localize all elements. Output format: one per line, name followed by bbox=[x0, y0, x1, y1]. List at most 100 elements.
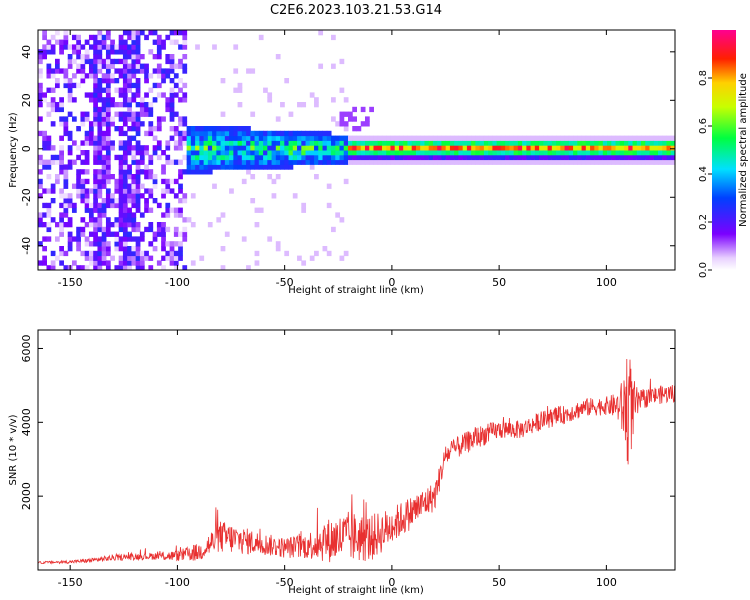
spectrogram-cell bbox=[131, 116, 137, 122]
spectrogram-cell bbox=[483, 150, 489, 156]
spectrogram-cell bbox=[122, 255, 128, 261]
spectrogram-cell bbox=[135, 255, 141, 261]
spectrogram-cell bbox=[280, 150, 285, 156]
spectrogram-cell bbox=[352, 154, 357, 161]
spectrogram-xtick-label: -150 bbox=[58, 276, 83, 289]
spectrogram-cell bbox=[590, 150, 595, 156]
spectrogram-cell bbox=[131, 174, 137, 180]
spectrogram-cell bbox=[275, 135, 281, 141]
spectrogram-cell bbox=[649, 145, 655, 151]
spectrogram-cell bbox=[335, 140, 341, 146]
spectrogram-cell bbox=[127, 111, 132, 117]
spectrogram-cell bbox=[97, 246, 103, 252]
spectrogram-cell bbox=[488, 145, 493, 151]
spectrogram-cell bbox=[352, 116, 357, 122]
spectrogram-cell bbox=[339, 116, 345, 122]
spectrogram-cell bbox=[343, 111, 349, 117]
spectrogram-cell bbox=[437, 159, 442, 165]
spectrogram-cell bbox=[318, 159, 324, 165]
spectrogram-cell bbox=[224, 154, 230, 161]
spectrogram-cell bbox=[611, 150, 617, 156]
spectrogram-cells bbox=[38, 30, 675, 270]
spectrogram-cell bbox=[534, 150, 540, 156]
spectrogram-cell bbox=[182, 116, 188, 122]
spectrogram-cell bbox=[42, 212, 47, 218]
spectrogram-cell bbox=[118, 130, 124, 137]
spectrogram-cell bbox=[59, 202, 64, 209]
spectrogram-cell bbox=[275, 164, 281, 170]
spectrogram-cell bbox=[114, 183, 120, 189]
spectrogram-cell bbox=[479, 140, 485, 146]
spectrogram-cell bbox=[122, 145, 128, 151]
spectrogram-cell bbox=[67, 97, 73, 103]
spectrogram-cell bbox=[407, 154, 413, 161]
spectrogram-cell bbox=[246, 126, 251, 132]
spectrogram-cell bbox=[54, 30, 60, 36]
spectrogram-cell bbox=[488, 150, 493, 156]
spectrogram-cell bbox=[377, 154, 383, 161]
spectrogram-cell bbox=[63, 198, 69, 204]
spectrogram-cell bbox=[492, 145, 498, 151]
spectrogram-cell bbox=[297, 140, 302, 146]
spectrogram-cell bbox=[84, 178, 90, 185]
spectrogram-cell bbox=[46, 102, 52, 108]
spectrogram-cell bbox=[445, 159, 451, 165]
spectrogram-cell bbox=[144, 145, 149, 151]
spectrogram-cell bbox=[59, 260, 64, 266]
spectrogram-cell bbox=[360, 145, 366, 151]
spectrogram-cell bbox=[93, 241, 98, 247]
spectrogram-cell bbox=[135, 63, 141, 69]
spectrogram-cell bbox=[471, 154, 476, 161]
spectrogram-cell bbox=[483, 135, 489, 141]
spectrogram-cell bbox=[551, 154, 557, 161]
spectrogram-cell bbox=[568, 154, 574, 161]
spectrogram-cell bbox=[343, 121, 349, 127]
spectrogram-cell bbox=[624, 150, 629, 156]
spectrogram-cell bbox=[445, 154, 451, 161]
spectrogram-cell bbox=[534, 159, 540, 165]
spectrogram-cell bbox=[356, 159, 362, 165]
spectrogram-cell bbox=[118, 246, 124, 252]
spectrogram-cell bbox=[139, 154, 145, 161]
spectrogram-cell bbox=[156, 82, 162, 89]
spectrogram-cell bbox=[88, 207, 94, 213]
spectrogram-cell bbox=[513, 145, 519, 151]
spectrogram-cell bbox=[131, 217, 137, 223]
spectrogram-cell bbox=[165, 183, 171, 189]
spectrogram-cell bbox=[93, 226, 98, 233]
spectrogram-cell bbox=[212, 130, 217, 137]
spectrogram-cell bbox=[178, 44, 183, 50]
spectrogram-cell bbox=[165, 106, 171, 113]
spectrogram-cell bbox=[84, 255, 90, 261]
spectrogram-cell bbox=[131, 188, 137, 194]
spectrogram-cell bbox=[93, 260, 98, 266]
spectrogram-cell bbox=[280, 159, 285, 165]
spectrogram-cell bbox=[42, 222, 47, 228]
spectrogram-cell bbox=[67, 241, 73, 247]
spectrogram-cell bbox=[161, 226, 166, 233]
spectrogram-cell bbox=[80, 63, 86, 69]
spectrogram-cell bbox=[139, 255, 145, 261]
spectrogram-cell bbox=[144, 188, 149, 194]
spectrogram-cell bbox=[148, 241, 154, 247]
spectrogram-cell bbox=[326, 130, 332, 137]
spectrogram-cell bbox=[309, 159, 315, 165]
spectrogram-cell bbox=[539, 135, 544, 141]
spectrogram-cell bbox=[50, 97, 56, 103]
spectrogram-cell bbox=[131, 159, 137, 165]
spectrogram-cell bbox=[254, 135, 260, 141]
spectrogram-cell bbox=[216, 217, 222, 223]
spectrogram-cell bbox=[530, 135, 536, 141]
spectrogram-cell bbox=[135, 207, 141, 213]
spectrogram-cell bbox=[135, 236, 141, 242]
spectrogram-cell bbox=[636, 145, 642, 151]
spectrogram-cell bbox=[246, 265, 251, 270]
spectrogram-cell bbox=[364, 140, 370, 146]
spectrogram-cell bbox=[547, 150, 553, 156]
spectrogram-cell bbox=[110, 63, 115, 69]
spectrogram-cell bbox=[526, 150, 532, 156]
spectrogram-cell bbox=[76, 174, 81, 180]
spectrogram-cell bbox=[46, 202, 52, 209]
spectrogram-cell bbox=[135, 188, 141, 194]
